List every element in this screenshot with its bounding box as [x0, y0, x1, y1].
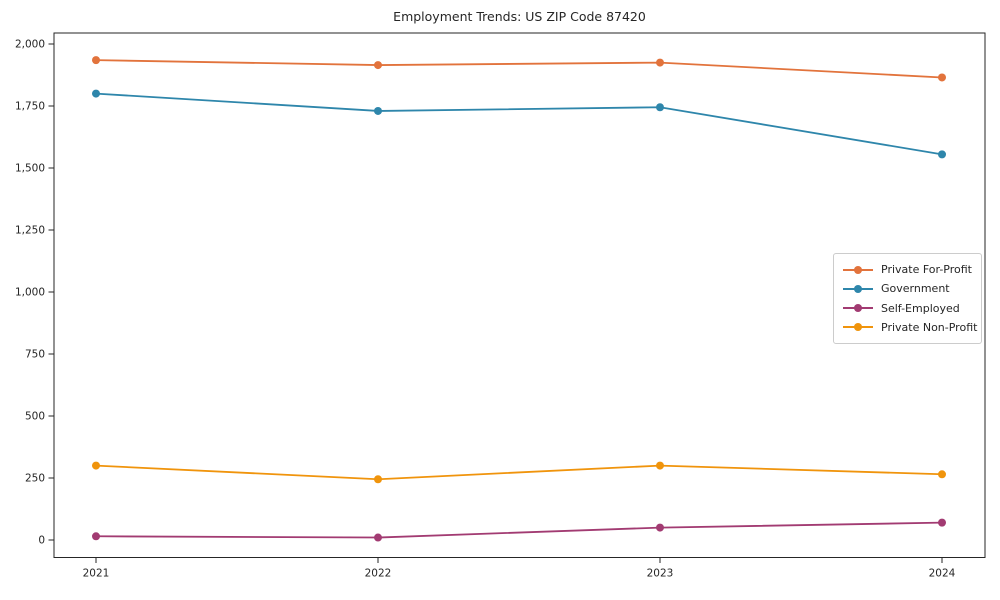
chart-title: Employment Trends: US ZIP Code 87420: [393, 9, 646, 24]
data-point-government-2022: [374, 106, 382, 115]
legend-item-private-non-profit: Private Non-Profit: [843, 318, 977, 337]
y-tick-label: 250: [25, 473, 45, 485]
y-tick-label: 1,750: [15, 101, 45, 113]
chart-legend: Private For-Profit Government Self-Emplo…: [833, 253, 982, 344]
data-point-private-non-profit-2023: [656, 461, 664, 470]
legend-dot-icon: [854, 284, 862, 293]
legend-label: Private Non-Profit: [881, 320, 978, 334]
data-point-self-employed-2023: [656, 523, 664, 532]
legend-dot-icon: [854, 265, 862, 274]
y-tick-label: 1,000: [15, 287, 45, 299]
data-point-private-for-profit-2022: [374, 61, 382, 70]
legend-marker-icon: [843, 323, 873, 332]
legend-marker-icon: [843, 284, 873, 293]
legend-item-private-for-profit: Private For-Profit: [843, 260, 973, 279]
data-point-government-2024: [938, 150, 946, 159]
legend-label: Private For-Profit: [881, 263, 972, 277]
legend-item-self-employed: Self-Employed: [843, 299, 973, 318]
data-point-government-2023: [656, 103, 664, 112]
legend-dot-icon: [854, 304, 862, 313]
legend-dot-icon: [854, 323, 862, 332]
x-tick-label: 2022: [365, 568, 392, 580]
data-point-private-for-profit-2021: [92, 56, 100, 65]
data-point-private-non-profit-2024: [938, 470, 946, 479]
data-point-private-non-profit-2021: [92, 461, 100, 470]
data-point-self-employed-2022: [374, 533, 382, 542]
legend-marker-icon: [843, 304, 873, 313]
x-tick-label: 2024: [929, 568, 956, 580]
data-point-government-2021: [92, 89, 100, 98]
x-tick-label: 2021: [83, 568, 110, 580]
data-point-self-employed-2024: [938, 518, 946, 527]
legend-item-government: Government: [843, 279, 973, 298]
y-tick-label: 750: [25, 349, 45, 361]
axes-frame: [53, 32, 986, 558]
y-tick-label: 0: [38, 535, 45, 547]
legend-label: Government: [881, 282, 950, 296]
series-line-private-non-profit: [95, 464, 943, 481]
legend-label: Self-Employed: [881, 301, 960, 315]
data-point-private-for-profit-2023: [656, 58, 664, 67]
x-tick-label: 2023: [647, 568, 674, 580]
y-tick-label: 500: [25, 411, 45, 423]
series-line-self-employed: [95, 521, 943, 539]
series-line-private-for-profit: [95, 59, 943, 79]
legend-marker-icon: [843, 265, 873, 274]
data-point-private-for-profit-2024: [938, 73, 946, 82]
y-tick-label: 2,000: [15, 39, 45, 51]
series-line-government: [95, 92, 943, 156]
data-point-private-non-profit-2022: [374, 475, 382, 484]
y-tick-label: 1,500: [15, 163, 45, 175]
data-point-self-employed-2021: [92, 532, 100, 541]
y-tick-label: 1,250: [15, 225, 45, 237]
